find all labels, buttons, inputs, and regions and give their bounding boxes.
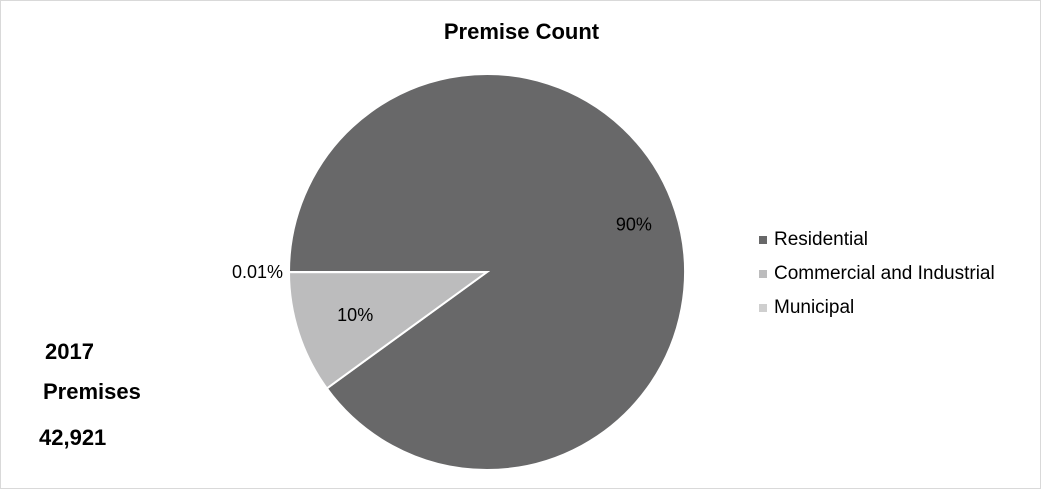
legend-label-municipal: Municipal [774, 297, 854, 319]
legend-item-residential: Residential [759, 223, 995, 257]
legend-swatch-municipal [759, 304, 767, 312]
legend-swatch-residential [759, 236, 767, 244]
legend-swatch-commercial-industrial [759, 270, 767, 278]
pie-label-commercial-industrial: 10% [337, 305, 373, 325]
pie-label-municipal: 0.01% [232, 262, 283, 282]
summary-year: 2017 [45, 339, 94, 365]
legend-item-municipal: Municipal [759, 291, 995, 325]
legend-label-commercial-industrial: Commercial and Industrial [774, 263, 995, 285]
pie-label-residential: 90% [616, 214, 652, 234]
legend-item-commercial-industrial: Commercial and Industrial [759, 257, 995, 291]
summary-label: Premises [43, 379, 141, 405]
legend: Residential Commercial and Industrial Mu… [759, 223, 995, 325]
summary-count: 42,921 [39, 425, 106, 451]
legend-label-residential: Residential [774, 229, 868, 251]
